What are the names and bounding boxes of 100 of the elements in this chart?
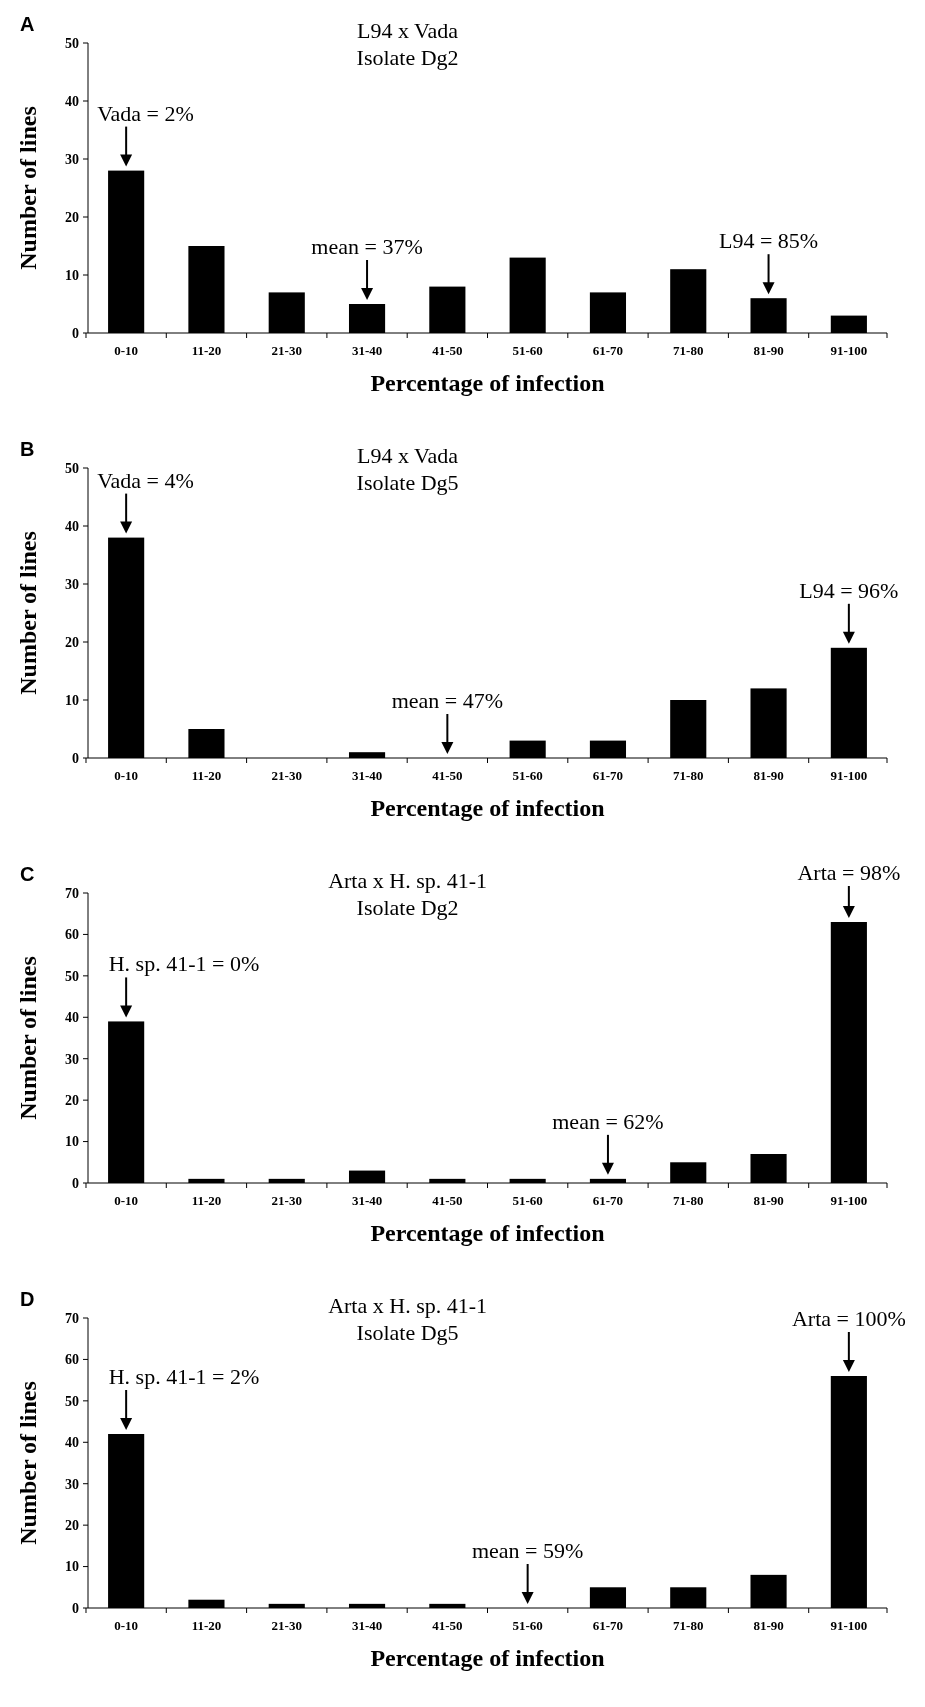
y-axis-title: Number of lines: [15, 1381, 41, 1545]
chart-title: L94 x Vada: [357, 18, 459, 43]
y-tick-label: 40: [65, 1435, 79, 1451]
x-axis-title: Percentage of infection: [370, 795, 605, 821]
y-tick-label: 20: [65, 1093, 79, 1109]
y-axis-title: Number of lines: [15, 956, 41, 1120]
chart-title: L94 x Vada: [357, 443, 459, 468]
x-tick-label: 81-90: [753, 1618, 784, 1633]
y-tick-label: 50: [65, 1393, 79, 1409]
y-tick-label: 20: [65, 1518, 79, 1534]
y-tick-label: 10: [65, 267, 79, 283]
chart-title: Arta x H. sp. 41-1: [328, 868, 488, 893]
x-tick-label: 0-10: [114, 1193, 139, 1208]
x-tick-label: 41-50: [432, 1618, 463, 1633]
y-tick-label: 0: [72, 750, 79, 766]
chart-subtitle: Isolate Dg5: [356, 1320, 459, 1345]
x-tick-label: 91-100: [830, 343, 868, 358]
text: A: [20, 13, 35, 35]
x-tick-label: 31-40: [351, 343, 383, 358]
y-tick-label: 30: [65, 151, 79, 167]
y-tick-label: 30: [65, 1476, 79, 1492]
x-tick-label: 51-60: [512, 1618, 543, 1633]
annotation: L94 = 85%: [718, 228, 819, 254]
x-tick-label: 91-100: [830, 1618, 868, 1633]
x-tick-label: 51-60: [512, 343, 543, 358]
y-tick-label: 10: [65, 692, 79, 708]
x-tick-label: 21-30: [271, 1193, 302, 1208]
x-axis-title: Percentage of infection: [370, 1645, 605, 1671]
chart-subtitle: Isolate Dg5: [356, 470, 459, 495]
text: C: [20, 863, 35, 885]
y-tick-label: 0: [72, 325, 79, 341]
annotation: mean = 59%: [471, 1538, 584, 1563]
y-axis-title: Number of lines: [15, 531, 41, 695]
x-tick-label: 31-40: [351, 1618, 383, 1633]
x-tick-label: 21-30: [271, 768, 302, 783]
x-tick-label: 0-10: [114, 343, 139, 358]
annotation: Vada = 2%: [97, 100, 194, 126]
x-axis-title: Percentage of infection: [370, 1220, 605, 1246]
annotation: L94 = 96%: [799, 577, 899, 603]
x-tick-label: 91-100: [830, 1193, 868, 1208]
annotation: Arta = 100%: [791, 1306, 906, 1331]
annotation: H. sp. 41-1 = 2%: [108, 1364, 260, 1389]
x-axis-title: Percentage of infection: [370, 370, 605, 396]
x-tick-label: 41-50: [432, 768, 463, 783]
y-tick-label: 40: [65, 518, 79, 534]
x-tick-label: 91-100: [830, 768, 868, 783]
x-tick-label: 51-60: [512, 1193, 543, 1208]
x-tick-label: 31-40: [351, 768, 383, 783]
x-tick-label: 81-90: [753, 1193, 784, 1208]
y-tick-label: 20: [65, 209, 79, 225]
annotation: Arta = 98%: [797, 860, 901, 885]
x-tick-label: 11-20: [191, 343, 222, 358]
x-tick-label: 11-20: [191, 1193, 222, 1208]
chart-subtitle: Isolate Dg2: [356, 45, 459, 70]
annotation: mean = 47%: [391, 688, 504, 713]
x-tick-label: 31-40: [351, 1193, 383, 1208]
x-tick-label: 41-50: [432, 1193, 463, 1208]
annotation: mean = 37%: [311, 234, 423, 259]
x-tick-label: 0-10: [114, 1618, 139, 1633]
annotation: mean = 62%: [552, 1108, 664, 1134]
x-tick-label: 51-60: [512, 768, 543, 783]
text: D: [20, 1288, 35, 1310]
x-tick-label: 71-80: [673, 1193, 704, 1208]
annotation: Vada = 4%: [97, 467, 194, 493]
y-axis-title: Number of lines: [15, 106, 41, 270]
y-tick-label: 50: [65, 35, 79, 51]
x-tick-label: 71-80: [673, 343, 704, 358]
x-tick-label: 11-20: [191, 1618, 222, 1633]
y-tick-label: 50: [65, 460, 79, 476]
x-tick-label: 61-70: [592, 343, 624, 358]
y-tick-label: 10: [65, 1559, 79, 1575]
y-tick-label: 10: [65, 1134, 79, 1150]
x-tick-label: 61-70: [592, 1193, 624, 1208]
y-tick-label: 60: [65, 927, 79, 943]
annotation: H. sp. 41-1 = 0%: [108, 951, 260, 977]
y-tick-label: 40: [65, 93, 79, 109]
x-tick-label: 61-70: [592, 1618, 624, 1633]
y-tick-label: 0: [72, 1175, 79, 1191]
x-tick-label: 11-20: [191, 768, 222, 783]
y-tick-label: 30: [65, 1051, 79, 1067]
x-tick-label: 41-50: [432, 343, 463, 358]
text: B: [20, 438, 35, 460]
chart-subtitle: Isolate Dg2: [356, 895, 459, 920]
x-tick-label: 21-30: [271, 343, 302, 358]
y-tick-label: 70: [65, 1310, 79, 1326]
x-tick-label: 71-80: [673, 1618, 704, 1633]
y-tick-label: 40: [65, 1010, 79, 1026]
y-tick-label: 30: [65, 576, 79, 592]
x-tick-label: 0-10: [114, 768, 139, 783]
x-tick-label: 81-90: [753, 343, 784, 358]
y-tick-label: 60: [65, 1352, 79, 1368]
y-tick-label: 50: [65, 968, 79, 984]
x-tick-label: 71-80: [673, 768, 704, 783]
y-tick-label: 20: [65, 634, 79, 650]
x-tick-label: 21-30: [271, 1618, 302, 1633]
y-tick-label: 70: [65, 885, 79, 901]
y-tick-label: 0: [72, 1600, 79, 1616]
chart-title: Arta x H. sp. 41-1: [328, 1293, 488, 1318]
x-tick-label: 81-90: [753, 768, 784, 783]
x-tick-label: 61-70: [592, 768, 624, 783]
